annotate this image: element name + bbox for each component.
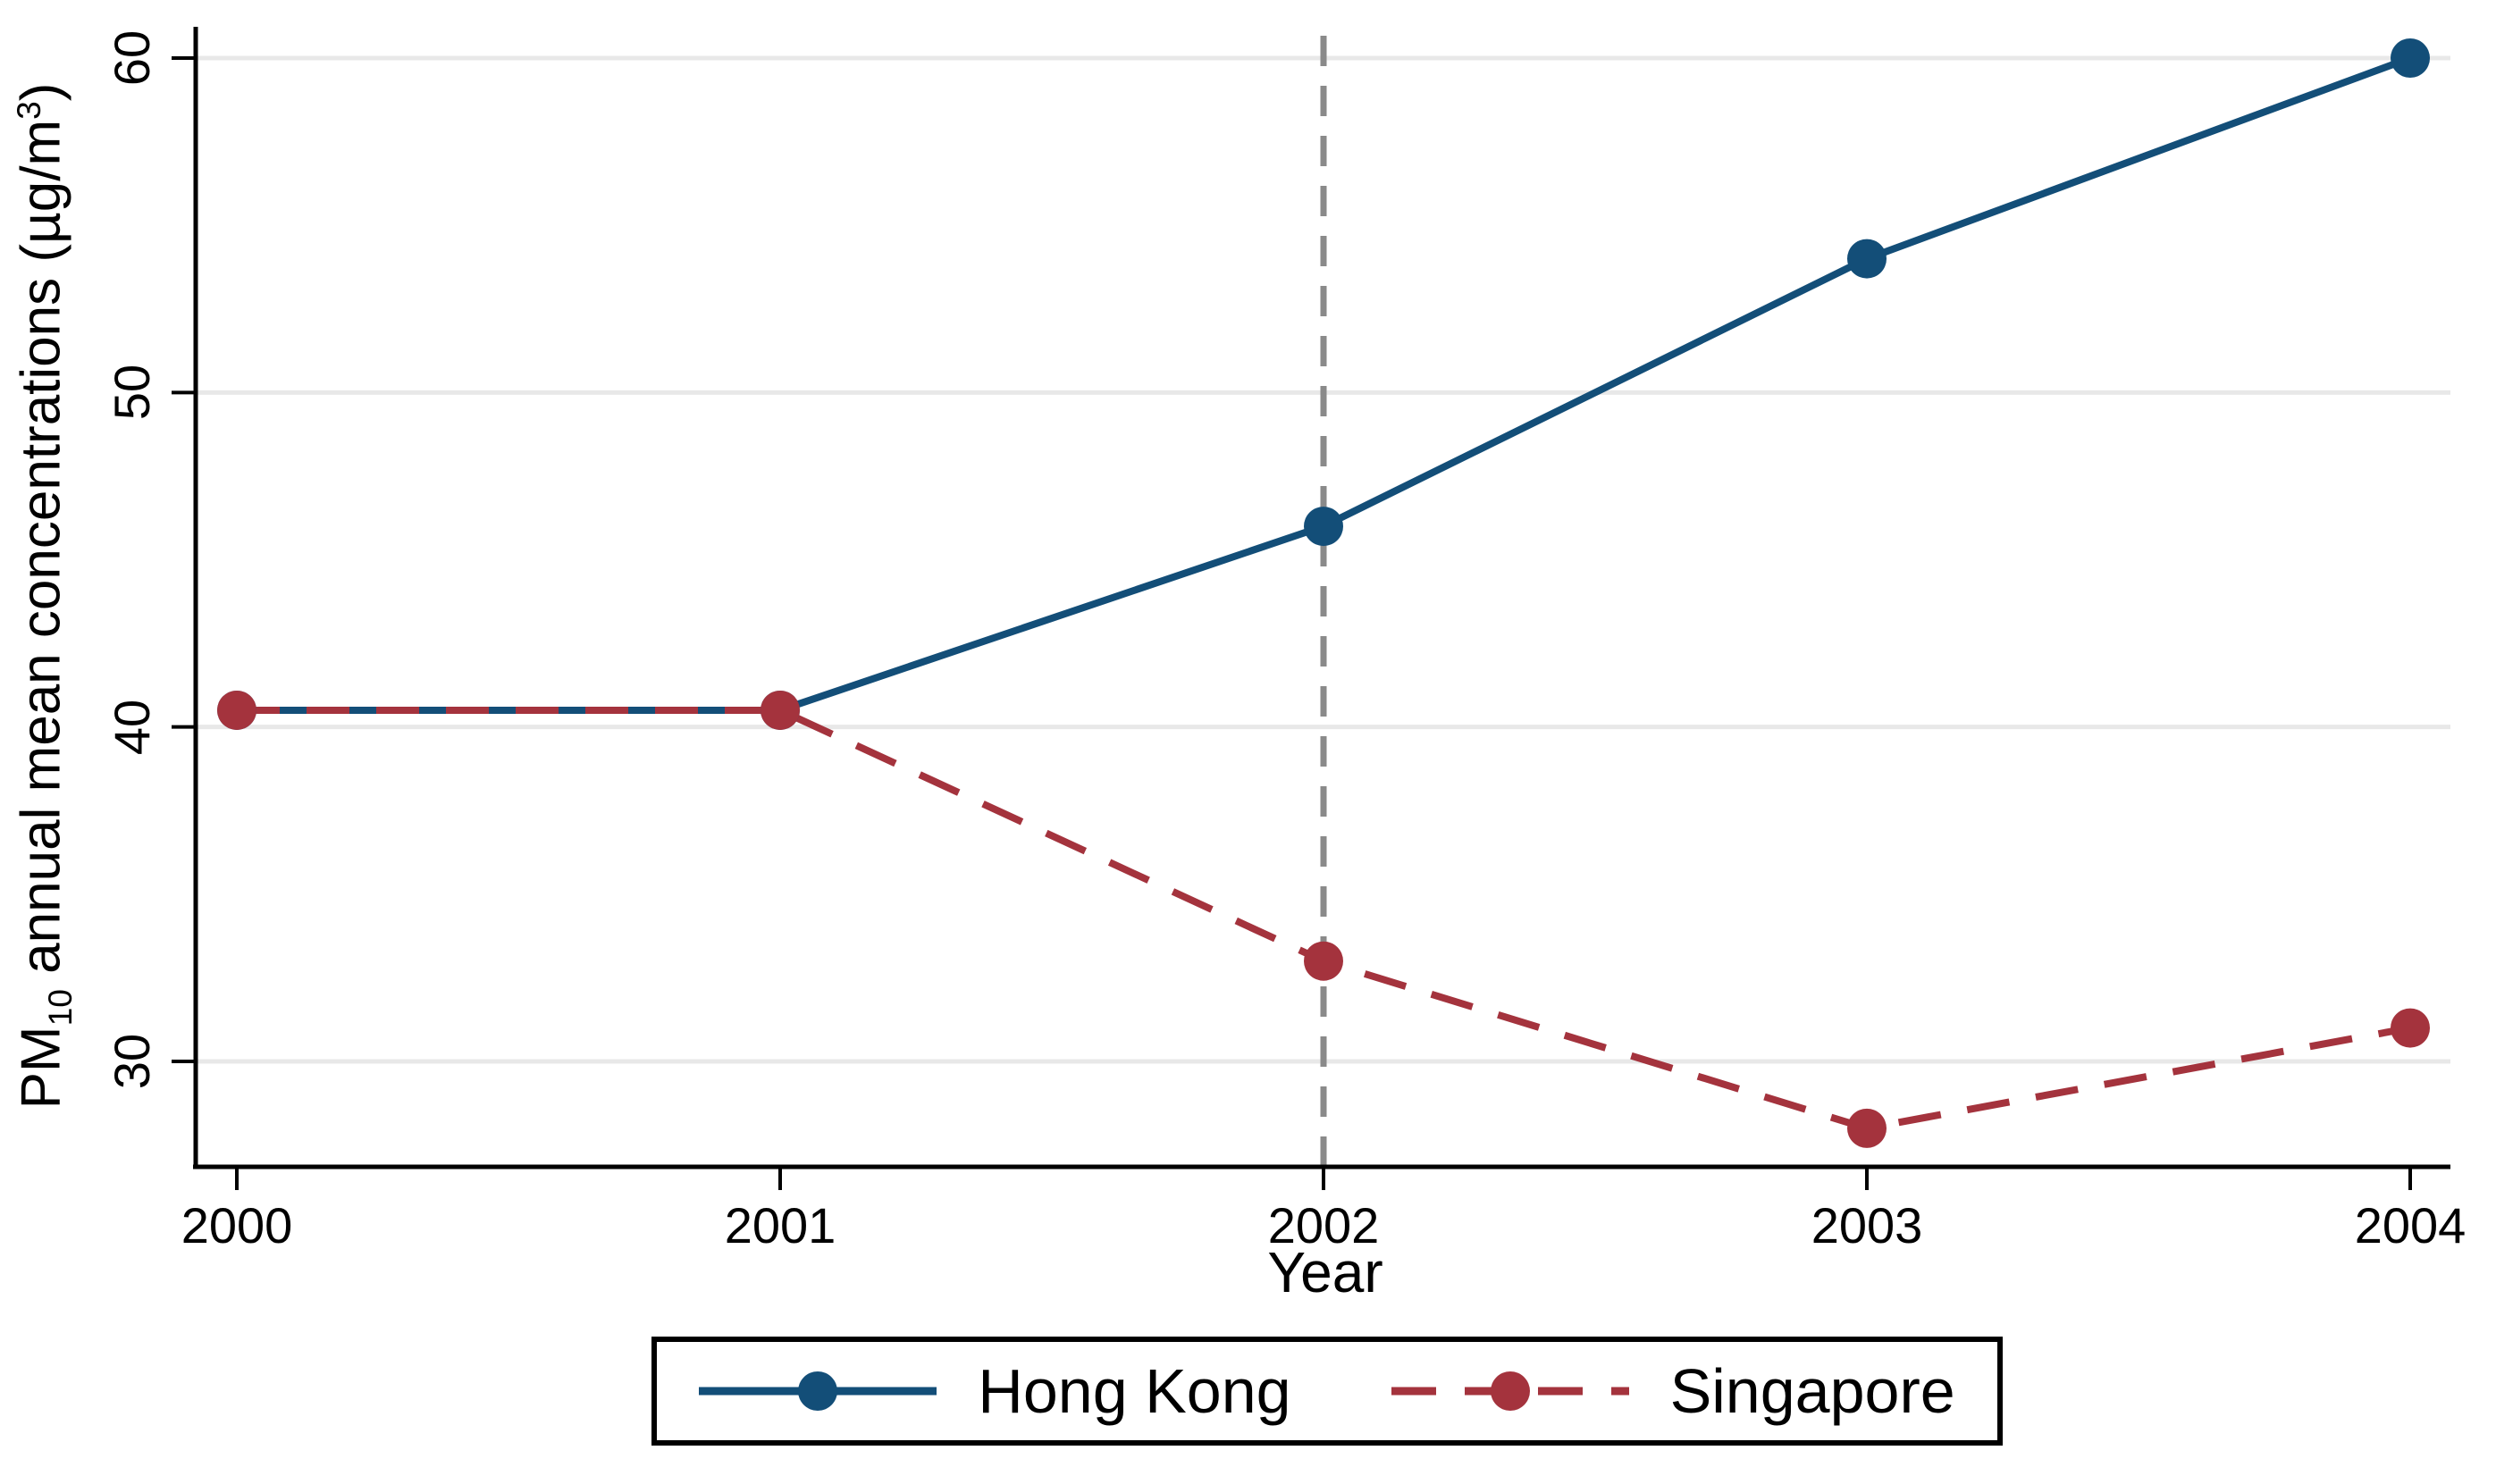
- x-tick-label-2001: 2001: [724, 1197, 836, 1253]
- x-tick-label-2004: 2004: [2354, 1197, 2467, 1253]
- y-tick-label-50: 50: [104, 364, 160, 421]
- legend-marker-dot-singapore: [1490, 1371, 1530, 1411]
- legend-label-singapore: Singapore: [1669, 1356, 1955, 1426]
- x-tick-label-2003: 2003: [1811, 1197, 1923, 1253]
- y-axis-title: PM10 annual mean concentrations (µg/m3): [9, 82, 79, 1110]
- y-tick-label-40: 40: [104, 699, 160, 756]
- legend-marker-dot-hong-kong: [798, 1371, 838, 1411]
- x-tick-label-2002: 2002: [1267, 1197, 1380, 1253]
- x-tick-label-2000: 2000: [181, 1197, 293, 1253]
- legend-line-sample-hong-kong: [699, 1371, 937, 1411]
- legend-line-sample-singapore: [1391, 1371, 1629, 1411]
- x-axis-title: Year: [1267, 1240, 1383, 1304]
- y-axis-title-superscript: 3: [9, 101, 47, 120]
- y-axis-title-subscript: 10: [40, 989, 79, 1027]
- y-tick-label-60: 60: [104, 29, 160, 87]
- y-tick-label-30: 30: [104, 1033, 160, 1090]
- legend-box: Hong Kong Singapore: [651, 1337, 2003, 1446]
- legend-label-hong-kong: Hong Kong: [978, 1356, 1291, 1426]
- legend-item-hong-kong: Hong Kong: [699, 1356, 1291, 1426]
- legend-item-singapore: Singapore: [1391, 1360, 1955, 1422]
